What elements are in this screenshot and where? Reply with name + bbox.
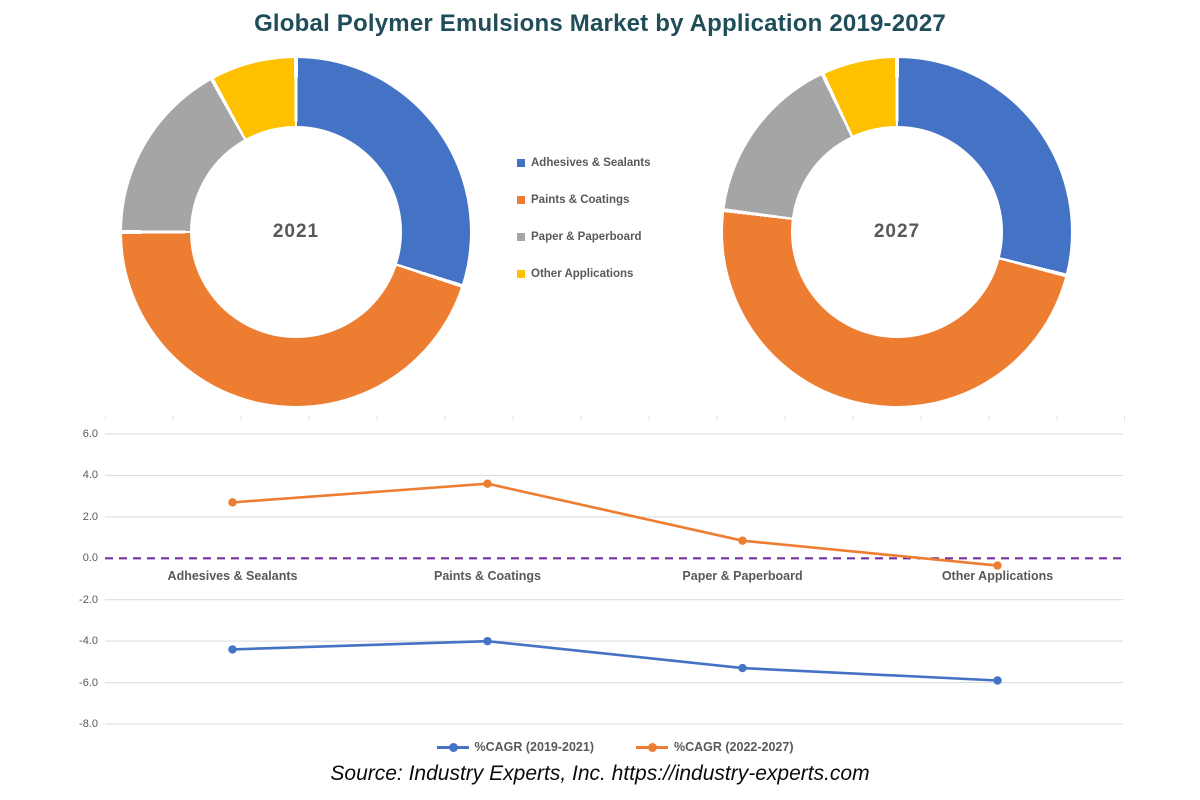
legend-item-adhesives: Adhesives & Sealants [517,152,651,173]
category-label: Paints & Coatings [434,569,541,583]
donut-hole: 2021 [190,126,402,338]
data-point-marker [993,561,1002,570]
y-axis-tick-label: 4.0 [82,469,98,482]
data-point-marker [738,663,747,673]
legend-label: Adhesives & Sealants [531,156,651,169]
data-point-marker [483,479,492,488]
legend-label: Paints & Coatings [531,193,630,206]
y-axis-tick-label: -4.0 [79,635,98,648]
data-point-marker [228,498,237,507]
series-line [231,639,999,682]
donut-year-label: 2027 [873,221,921,242]
legend-swatch-orange [517,195,525,204]
data-point-marker [228,645,237,654]
line-marker-icon [436,742,469,752]
legend-item-cagr-2019-2021: %CAGR (2019-2021) [436,740,595,754]
y-axis-tick-label: 6.0 [82,428,98,440]
legend-label: Other Applications [531,267,634,280]
legend-swatch-blue [517,158,525,167]
data-point-marker [483,636,492,646]
series-line [231,482,999,567]
y-axis-tick-label: 0.0 [82,552,98,565]
category-label: Adhesives & Sealants [167,569,298,583]
legend-item-paints: Paints & Coatings [517,189,651,210]
legend-swatch-yellow [517,269,525,278]
legend-item-other: Other Applications [517,263,651,284]
cagr-line-chart [104,416,1125,728]
y-axis-tick-label: 2.0 [82,510,98,523]
donut-chart-2021: 2021 [122,58,470,406]
data-point-marker [738,536,747,545]
donut-year-label: 2021 [272,221,320,242]
category-label: Paper & Paperboard [682,569,803,583]
chart-title: Global Polymer Emulsions Market by Appli… [254,10,946,37]
line-chart-svg [104,416,1125,725]
legend-label: Paper & Paperboard [531,230,642,243]
donut-legend: Adhesives & Sealants Paints & Coatings P… [517,152,651,284]
data-point-marker [993,676,1002,685]
source-attribution: Source: Industry Experts, Inc. https://i… [330,762,870,785]
legend-item-paper: Paper & Paperboard [517,226,651,247]
y-axis-tick-label: -6.0 [79,676,98,689]
donut-chart-2027: 2027 [723,58,1071,406]
y-axis-tick-label: -2.0 [79,593,98,606]
legend-label: %CAGR (2022-2027) [674,740,794,754]
category-label: Other Applications [941,569,1054,583]
legend-item-cagr-2022-2027: %CAGR (2022-2027) [636,740,794,754]
line-chart-legend: %CAGR (2019-2021) %CAGR (2022-2027) [105,740,1125,754]
legend-label: %CAGR (2019-2021) [474,740,595,754]
legend-swatch-gray [517,232,525,241]
y-axis-tick-label: -8.0 [79,718,98,730]
line-marker-icon [636,742,668,752]
donut-hole: 2027 [791,126,1003,338]
